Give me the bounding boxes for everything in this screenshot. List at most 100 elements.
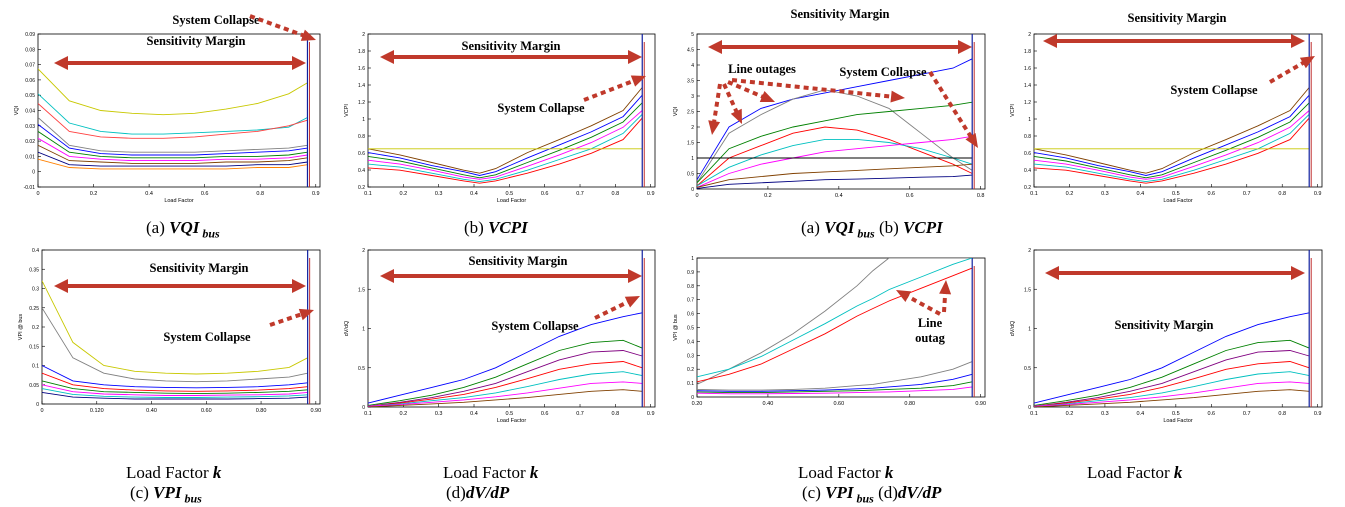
caption-d: (d)dV/dP <box>446 483 510 502</box>
panel-8-xtick-label: 0.3 <box>1101 411 1109 417</box>
panel-6-series-line-5 <box>368 371 643 407</box>
panel-1-xtick-label: 0.8 <box>256 191 264 197</box>
panel-4-xtick-label: 0.3 <box>1101 191 1109 197</box>
panel-2-series-line-2 <box>368 94 643 176</box>
panel-4-xtick-label: 0.4 <box>1137 191 1145 197</box>
panel-2-ytick-label: 2 <box>362 32 365 38</box>
panel-1-ytick-label: 0.02 <box>25 139 35 145</box>
panel-3-collapse-arrow <box>928 70 978 148</box>
panel-8-series-line-5 <box>1034 371 1310 407</box>
panel-6-xtick-label: 0.5 <box>506 411 514 417</box>
xaxis-caption-cd-right: Load Factor k <box>798 463 894 482</box>
panel-7-annotation-line-outag-2: outag <box>915 331 946 345</box>
panel-3-outage-arrow-2 <box>722 83 742 124</box>
panel-7-ytick-label: 0.3 <box>687 353 694 359</box>
panel-3-ytick-label: 4.5 <box>687 48 694 54</box>
panel-5-series-line-5 <box>42 380 308 395</box>
panel-3-xtick-label: 0 <box>695 193 698 199</box>
caption-cd-right: (c) VPI bus (d)dV/dP <box>802 483 942 506</box>
panel-8-xtick-label: 0.7 <box>1243 411 1251 417</box>
panel-8-ytick-label: 0 <box>1028 405 1031 411</box>
panel-7-series-group <box>697 258 975 397</box>
panel-2-ytick-label: 1.6 <box>358 66 365 72</box>
xaxis-caption-c: Load Factor k <box>126 463 222 482</box>
panel-4-annotation-sensitivity-margin: Sensitivity Margin <box>1128 11 1227 25</box>
panel-3-outage-arrow-1-shaft <box>711 83 722 126</box>
panel-4-ytick-label: 1 <box>1028 117 1031 123</box>
panel-8-series-line-6 <box>1034 381 1310 407</box>
panel-2-series-line-1 <box>368 87 643 174</box>
panel-6-ytick-label: 1.5 <box>358 287 365 293</box>
panel-8-series-group <box>1034 250 1312 407</box>
panel-1-ytick-label: 0.04 <box>25 109 35 115</box>
panel-1-ytick-label: 0 <box>32 170 35 176</box>
panel-5-series-line-4 <box>42 372 308 392</box>
panel-3-ytick-label: 3.5 <box>687 79 694 85</box>
panel-1-series-group <box>38 34 310 187</box>
panel-8-ytick-label: 0.5 <box>1024 366 1031 372</box>
panel-2-ytick-label: 0.2 <box>358 185 365 191</box>
panel-6-xtick-label: 0.7 <box>576 411 584 417</box>
panel-4-sensitivity-arrow <box>1043 34 1305 48</box>
panel-1-xtick-label: 0.2 <box>90 191 98 197</box>
panel-4-sensitivity-arrow-head-left <box>1043 34 1057 48</box>
panel-7-xtick-label: 0.40 <box>763 401 774 407</box>
panel-6-series-line-7 <box>368 389 643 407</box>
panel-3-xtick-label: 0.8 <box>977 193 985 199</box>
panel-2-ytick-label: 1 <box>362 117 365 123</box>
panel-4-series-line-4 <box>1034 110 1310 180</box>
panel-2-series-line-3 <box>368 102 643 179</box>
panel-6-collapse-arrow-head <box>624 296 640 308</box>
panel-5-xtick-label: 0.120 <box>90 408 104 414</box>
panel-3-ytick-label: 3 <box>691 94 694 100</box>
panel-2-ytick-label: 1.2 <box>358 100 365 106</box>
panel-3-ytick-label: 5 <box>691 32 694 38</box>
panel-6-sensitivity-arrow-head-left <box>380 269 394 283</box>
panel-7-series-line-4 <box>697 361 973 391</box>
panel-5-ytick-label: 0.05 <box>29 383 39 389</box>
panel-8-series-line-1 <box>1034 312 1310 404</box>
panel-8-xtick-label: 0.4 <box>1137 411 1145 417</box>
panel-8-series-line-2 <box>1034 339 1310 406</box>
panel-6-series-line-3 <box>368 350 643 407</box>
panel-2-xtick-label: 0.3 <box>435 191 443 197</box>
panel-8-sensitivity-arrow-head-left <box>1045 266 1059 280</box>
panel-8-xtick-label: 0.2 <box>1066 411 1074 417</box>
panel-6-collapse-arrow-shaft <box>594 298 632 320</box>
panel-5-ytick-label: 0.1 <box>32 364 39 370</box>
panel-2-ytick-label: 0.8 <box>358 134 365 140</box>
panel-3-collapse-arrow-shaft <box>928 70 975 141</box>
panel-5-sensitivity-arrow <box>54 279 306 293</box>
panel-1-series-line-4 <box>38 117 308 153</box>
panel-3-sensitivity-arrow-head-right <box>958 40 972 54</box>
panel-2-ylabel: VCPI <box>344 104 350 117</box>
panel-5-ytick-label: 0.35 <box>29 267 39 273</box>
panel-1-sensitivity-arrow <box>54 56 306 70</box>
panel-7-series-line-6 <box>697 381 973 394</box>
panel-1-xtick-label: 0 <box>36 191 39 197</box>
panel-6-series-line-6 <box>368 381 643 407</box>
panel-7-outage-arrow-2 <box>939 280 952 313</box>
panel-5-series-line-1 <box>42 280 308 375</box>
panel-4-series-group <box>1034 34 1312 187</box>
panel-5-ytick-label: 0 <box>36 402 39 408</box>
panel-4-xtick-label: 0.2 <box>1066 191 1074 197</box>
panel-4-ytick-label: 1.2 <box>1024 100 1031 106</box>
panel-1-ylabel: VQI <box>14 105 20 115</box>
panel-6-sensitivity-arrow-head-right <box>628 269 642 283</box>
panel-1-xlabel: Load Factor <box>164 198 194 204</box>
panel-7-outage-arrow-1 <box>896 290 941 316</box>
panel-2-sensitivity-arrow-head-left <box>380 50 394 64</box>
panel-8-series-line-4 <box>1034 361 1310 407</box>
panel-8-xtick-label: 0.8 <box>1278 411 1286 417</box>
panel-1-axes-frame <box>37 33 321 188</box>
xaxis-caption-d: Load Factor k <box>443 463 539 482</box>
panel-4-collapse-arrow-shaft <box>1268 59 1308 84</box>
panel-7-series-line-3 <box>697 267 973 383</box>
panel-3-series-line-5 <box>697 138 973 187</box>
panel-3-ytick-label: 1 <box>691 156 694 162</box>
panel-5-xtick-label: 0 <box>40 408 43 414</box>
panel-5-annotation-system-collapse: System Collapse <box>163 330 251 344</box>
panel-6-xtick-label: 0.2 <box>400 411 408 417</box>
panel-8-sensitivity-arrow <box>1045 266 1305 280</box>
